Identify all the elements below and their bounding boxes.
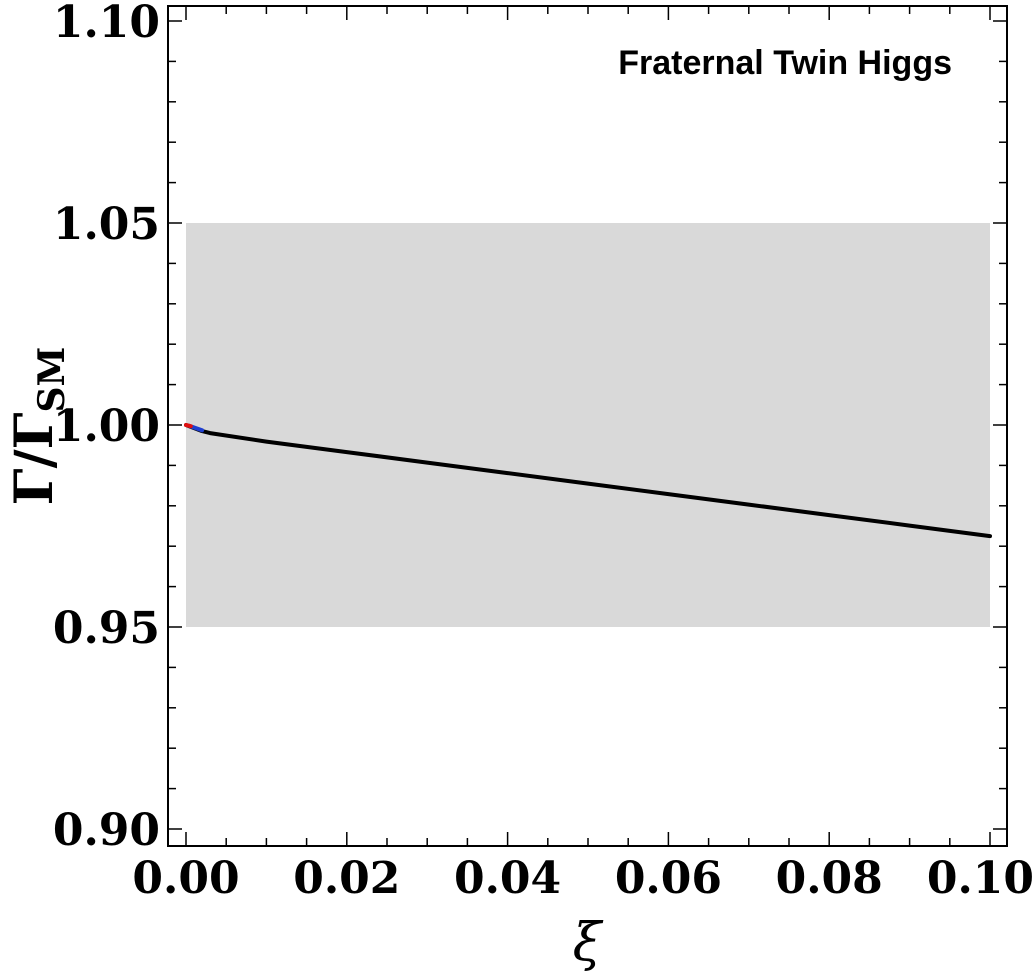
y-axis-label: Γ/ΓSM [4,347,73,506]
series-layer [184,423,992,539]
x-tick-label: 0.08 [776,853,883,904]
plot-frame [167,5,1008,847]
x-tick-label: 0.00 [132,853,239,904]
y-tick-label: 1.05 [53,199,160,250]
chart-annotation: Fraternal Twin Higgs [618,44,952,82]
y-axis-label-main: Γ/Γ [4,412,65,505]
y-tick-label: 0.90 [53,805,160,856]
series-line-2 [184,423,193,429]
x-tick-label: 0.02 [293,853,400,904]
y-tick-label: 1.10 [53,0,160,48]
y-tick-label: 1.00 [53,401,160,452]
x-axis-label: ξ [573,913,604,973]
y-tick-label: 0.95 [53,603,160,654]
x-tick-label: 0.06 [615,853,722,904]
tick-layer [168,6,1007,846]
y-tick-labels: 0.90 0.95 1.00 1.05 1.10 [53,0,160,856]
x-tick-labels: 0.00 0.02 0.04 0.06 0.08 0.10 [132,853,1034,904]
x-tick-label: 0.04 [454,853,561,904]
series-line-0 [184,423,992,539]
y-axis-label-group: Γ/ΓSM [4,347,73,506]
y-axis-label-subscript: SM [31,347,73,413]
shaded-band [186,223,990,627]
band-layer [186,223,990,627]
x-tick-label: 0.10 [927,853,1034,904]
